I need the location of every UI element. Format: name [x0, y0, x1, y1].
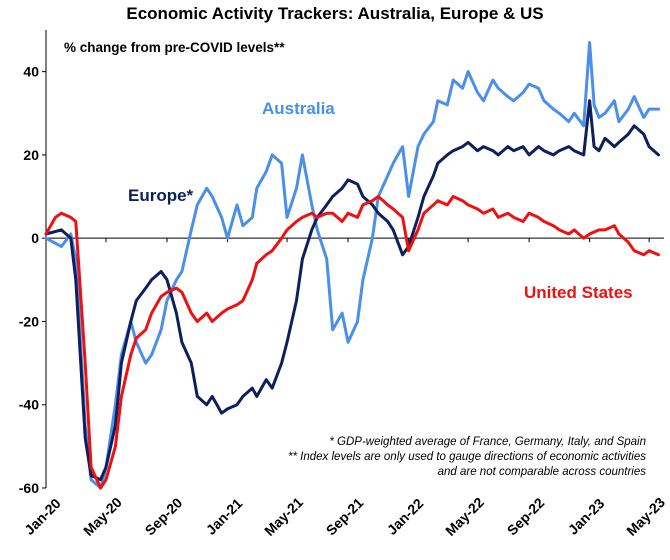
- x-tick-label: May-21: [261, 494, 306, 539]
- x-tick-label: Jan-20: [21, 495, 64, 538]
- y-tick-label: 40: [23, 64, 39, 80]
- x-tick-label: Jan-22: [384, 495, 427, 538]
- y-tick-label: 0: [31, 230, 39, 246]
- series-layer: [44, 41, 660, 490]
- series-label-australia: Australia: [262, 99, 335, 118]
- x-tick-label: Jan-21: [203, 495, 246, 538]
- footnote-3: and are not comparable across countries: [438, 466, 647, 478]
- series-line-australia: [44, 41, 660, 490]
- y-tick-label: -60: [19, 480, 39, 496]
- footnote-2: ** Index levels are only used to gauge d…: [288, 451, 646, 463]
- x-tick-label: Sep-21: [323, 494, 367, 538]
- series-line-europe: [44, 99, 660, 482]
- y-tick-label: -20: [19, 313, 39, 329]
- x-tick-label: May-20: [80, 494, 125, 539]
- series-label-united-states: United States: [524, 283, 633, 302]
- x-tick-label: Sep-20: [142, 494, 186, 538]
- footnote-1: * GDP-weighted average of France, German…: [329, 436, 646, 448]
- chart-subtitle: % change from pre-COVID levels**: [64, 40, 285, 55]
- x-tick-label: Jan-23: [565, 495, 608, 538]
- series-line-united-states: [44, 195, 660, 490]
- x-tick-label: May-23: [623, 494, 668, 539]
- chart-title: Economic Activity Trackers: Australia, E…: [126, 4, 543, 23]
- x-tick-label: May-22: [442, 494, 487, 539]
- x-tick-label: Sep-22: [504, 494, 548, 538]
- series-label-europe: Europe*: [128, 186, 194, 205]
- footnotes: * GDP-weighted average of France, German…: [288, 436, 646, 478]
- y-tick-label: 20: [23, 147, 39, 163]
- y-tick-label: -40: [19, 397, 39, 413]
